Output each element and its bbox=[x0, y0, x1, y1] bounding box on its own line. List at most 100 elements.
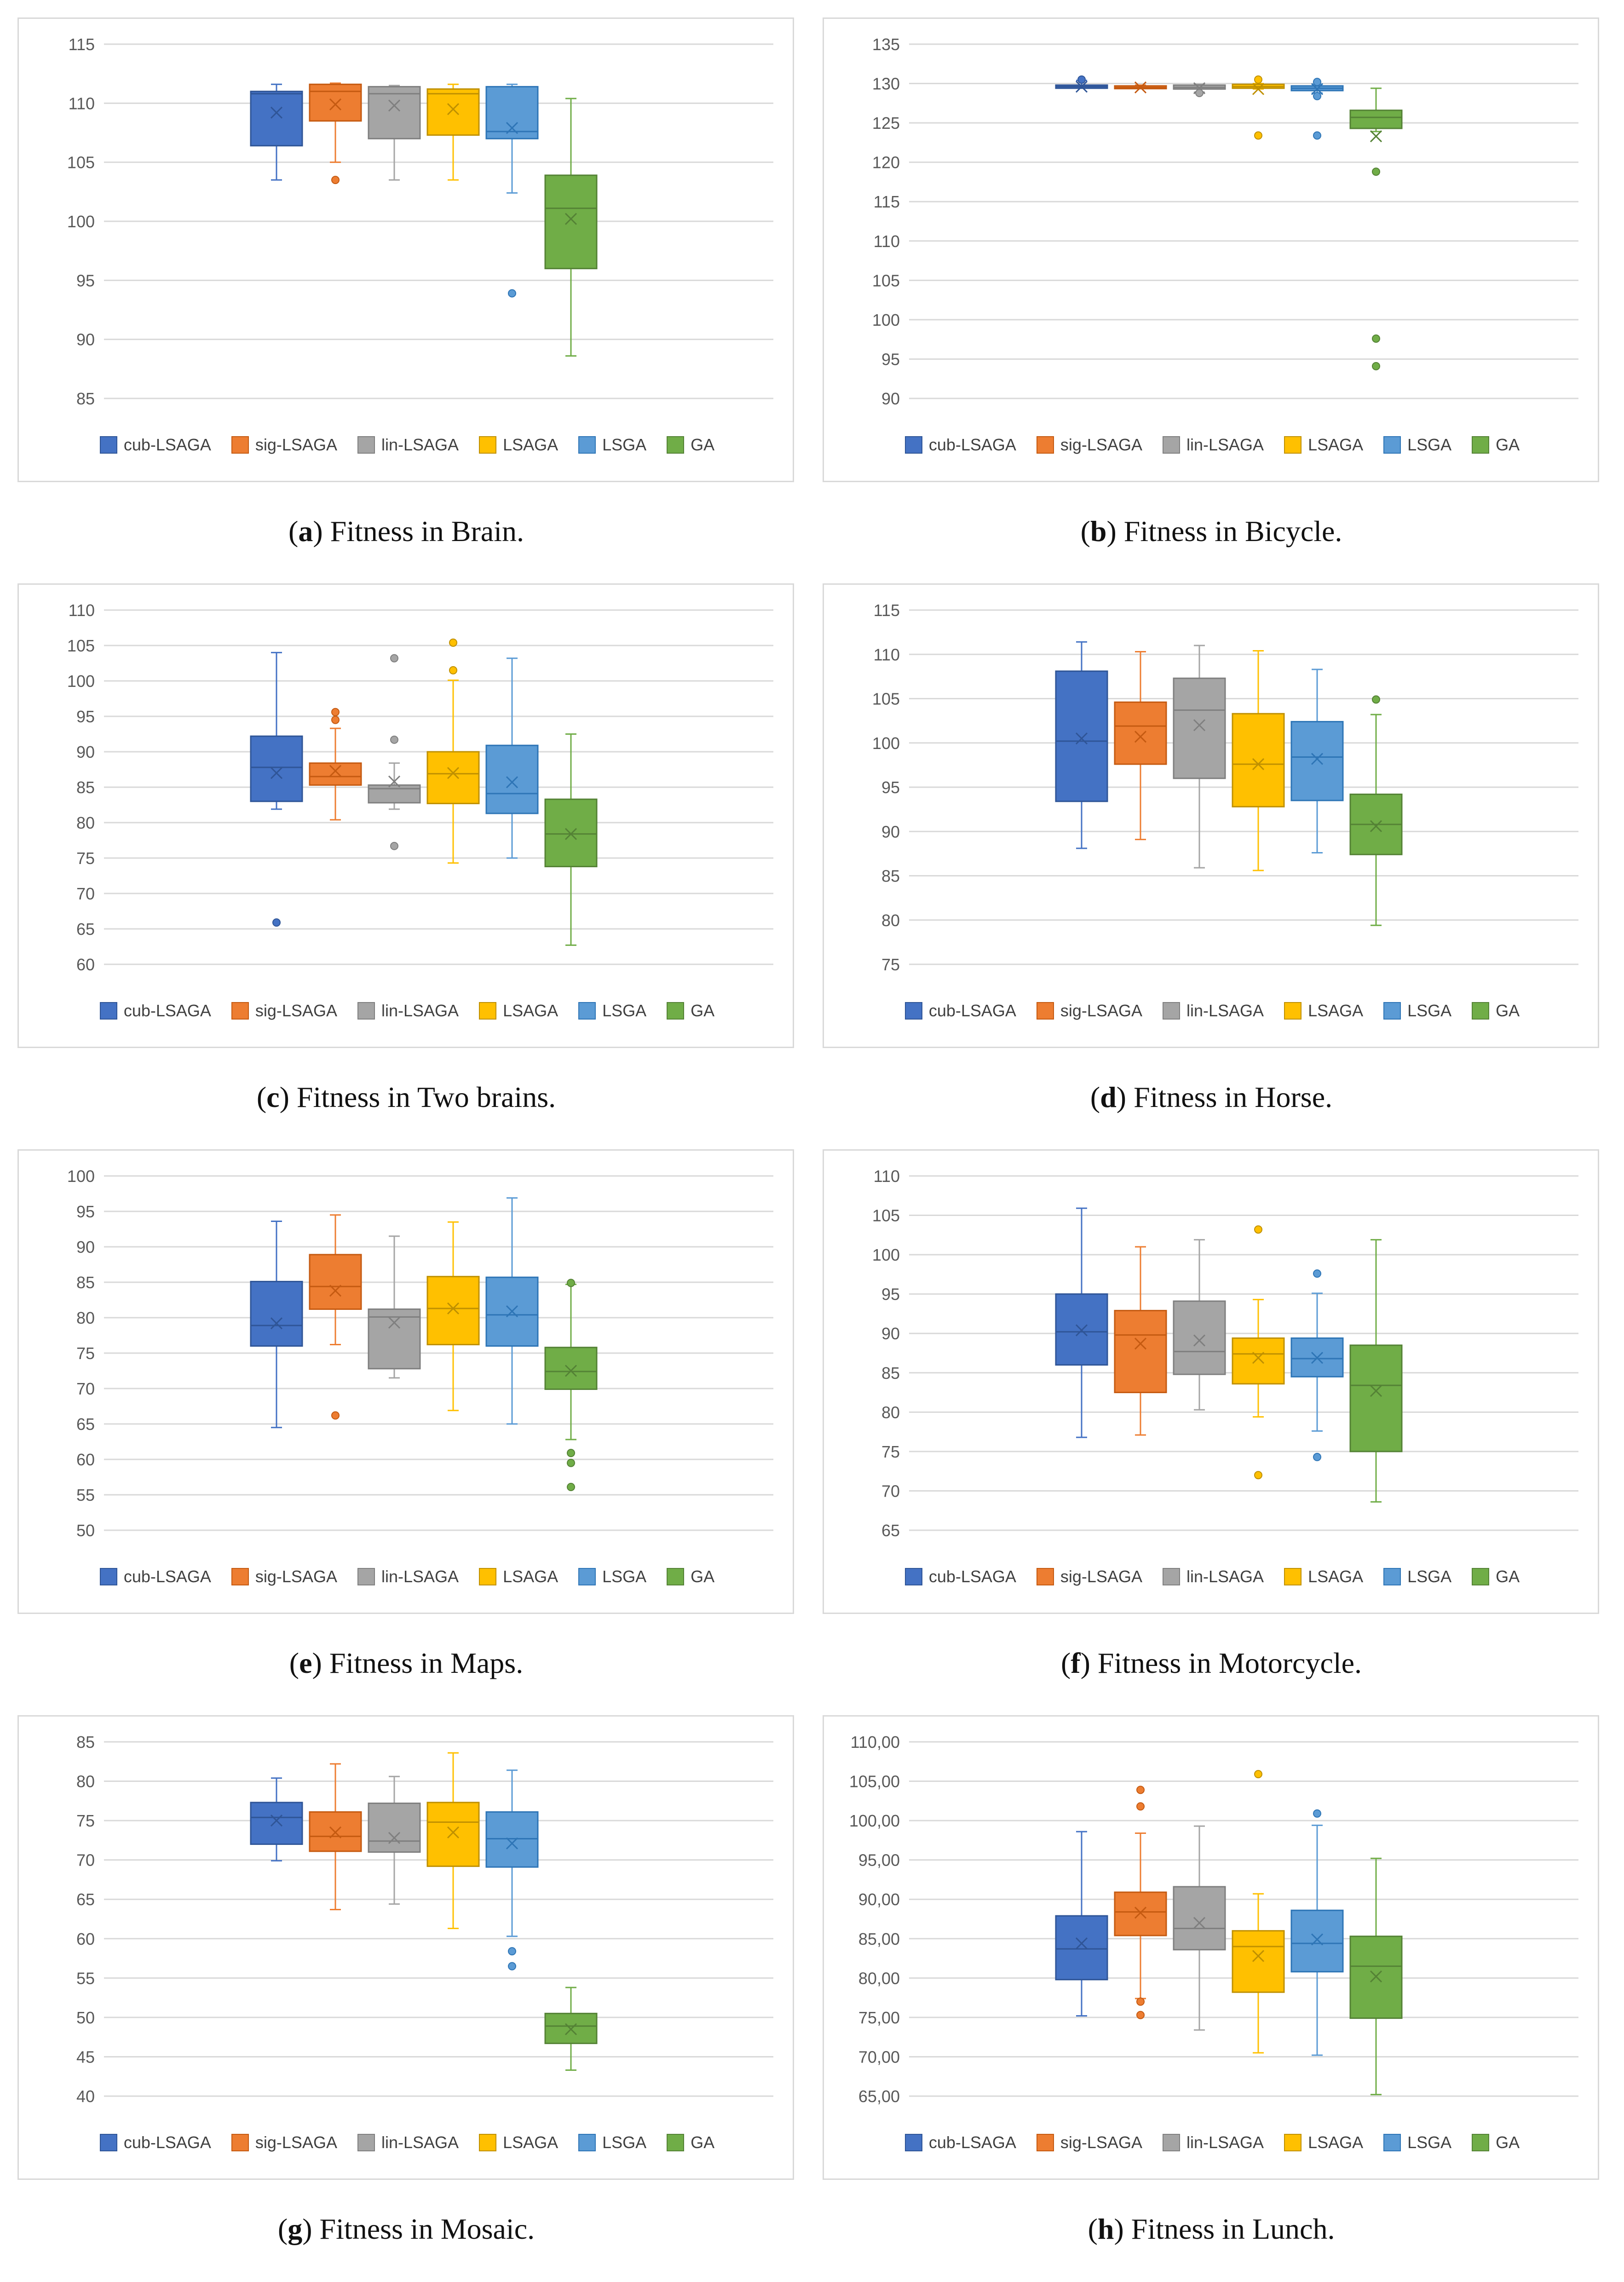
legend-item: lin-LSAGA bbox=[1162, 2133, 1264, 2152]
legend-swatch bbox=[1036, 1002, 1054, 1020]
figure-caption: (c) Fitness in Two brains. bbox=[256, 1081, 556, 1113]
y-tick-label: 95 bbox=[881, 1285, 900, 1304]
outlier-point bbox=[272, 918, 281, 927]
legend-item: LSGA bbox=[1383, 1567, 1451, 1586]
outlier-point bbox=[1313, 1269, 1321, 1278]
legend-label: LSAGA bbox=[1308, 435, 1364, 454]
y-tick-label: 115 bbox=[69, 35, 95, 54]
y-tick-label: 90 bbox=[881, 822, 900, 841]
y-tick-label: 85,00 bbox=[858, 1930, 900, 1948]
legend-swatch bbox=[578, 1002, 596, 1020]
box-lsaga bbox=[426, 1752, 480, 1930]
mean-marker bbox=[447, 767, 460, 779]
box-ga bbox=[1349, 87, 1403, 370]
box-lsga bbox=[485, 83, 539, 298]
box-sig-lsaga bbox=[1114, 651, 1167, 841]
iqr-box bbox=[1290, 721, 1344, 801]
legend-swatch bbox=[578, 1568, 596, 1585]
y-tick-label: 90 bbox=[76, 330, 95, 349]
y-tick-label: 70,00 bbox=[858, 2047, 900, 2066]
box-cub-lsaga bbox=[250, 1221, 303, 1429]
legend-label: lin-LSAGA bbox=[1186, 435, 1264, 454]
y-tick-label: 75 bbox=[881, 1442, 900, 1461]
chart-frame: 115 110 105 100 95 90 85 cub-LSAGA sig-LSAGA lin-… bbox=[17, 17, 794, 482]
y-tick-label: 90 bbox=[881, 389, 900, 408]
mean-marker bbox=[564, 1365, 577, 1377]
box-sig-lsaga bbox=[1114, 1786, 1167, 2019]
legend-swatch bbox=[231, 436, 249, 454]
mean-marker bbox=[1134, 1907, 1147, 1919]
y-tick-label: 45 bbox=[76, 2047, 95, 2066]
y-tick-label: 95 bbox=[881, 778, 900, 797]
legend-item: GA bbox=[667, 1001, 714, 1020]
box-lsaga bbox=[1232, 75, 1285, 140]
legend-item: LSGA bbox=[1383, 435, 1451, 455]
iqr-box bbox=[1173, 1886, 1226, 1951]
box-lsaga bbox=[426, 638, 480, 864]
outlier-point bbox=[449, 638, 457, 647]
y-tick-label: 110 bbox=[874, 1167, 900, 1186]
legend-label: LSGA bbox=[602, 1001, 647, 1020]
y-tick-label: 85 bbox=[881, 867, 900, 886]
box-lsga bbox=[485, 657, 539, 859]
legend-label: LSGA bbox=[1407, 1001, 1452, 1020]
legend-swatch bbox=[1036, 436, 1054, 454]
y-tick-label: 110 bbox=[874, 645, 900, 664]
outlier-point bbox=[1313, 78, 1321, 86]
legend-swatch bbox=[667, 436, 685, 454]
box-ga bbox=[1349, 1239, 1403, 1503]
legend-swatch bbox=[479, 1002, 497, 1020]
y-tick-label: 70 bbox=[76, 1851, 95, 1870]
legend-item: LSAGA bbox=[479, 435, 558, 455]
legend-label: GA bbox=[1496, 435, 1520, 454]
outlier-point bbox=[1254, 1225, 1262, 1234]
mean-marker bbox=[506, 122, 518, 134]
legend-label: sig-LSAGA bbox=[1060, 2133, 1142, 2152]
y-tick-label: 105 bbox=[872, 1206, 900, 1225]
legend-item: cub-LSAGA bbox=[99, 1567, 211, 1586]
mean-marker bbox=[329, 98, 342, 110]
chart-frame: 135 130 125 120 115 110 105 100 95 90 cub-LSAGA sig… bbox=[823, 17, 1599, 482]
legend-label: cub-LSAGA bbox=[123, 1567, 211, 1586]
figure-caption: (f) Fitness in Motorcycle. bbox=[1060, 1647, 1362, 1679]
box-lin-lsaga bbox=[1173, 1239, 1226, 1411]
outlier-point bbox=[1313, 1452, 1321, 1461]
legend-item: LSAGA bbox=[479, 1001, 558, 1020]
mean-marker bbox=[1370, 820, 1382, 832]
box-lin-lsaga bbox=[368, 1775, 421, 1905]
legend-label: lin-LSAGA bbox=[381, 1567, 459, 1586]
legend-label: GA bbox=[1496, 1567, 1520, 1586]
legend-swatch bbox=[1036, 1568, 1054, 1585]
box-lsga bbox=[1290, 1809, 1344, 2056]
caption-panel-label: h bbox=[1097, 2213, 1114, 2245]
legend-label: GA bbox=[691, 435, 715, 454]
legend: cub-LSAGA sig-LSAGA lin-LSAGA LSAGA LSGA GA bbox=[19, 1567, 795, 1586]
caption-text: Fitness in Motorcycle. bbox=[1097, 1647, 1362, 1679]
y-tick-label: 95 bbox=[76, 271, 95, 290]
legend-item: LSAGA bbox=[1284, 1001, 1363, 1020]
iqr-box bbox=[1114, 1310, 1167, 1394]
iqr-box bbox=[368, 784, 421, 804]
iqr-box bbox=[544, 798, 598, 867]
legend-swatch bbox=[357, 436, 375, 454]
legend-swatch bbox=[1383, 2134, 1401, 2151]
iqr-box bbox=[309, 83, 362, 122]
outlier-point bbox=[1254, 1471, 1262, 1480]
legend-swatch bbox=[1383, 1002, 1401, 1020]
iqr-box bbox=[250, 1802, 303, 1845]
legend-item: LSAGA bbox=[479, 2133, 558, 2152]
legend-item: sig-LSAGA bbox=[1036, 1567, 1142, 1586]
y-tick-label: 85 bbox=[76, 1733, 95, 1752]
box-plot: 115 110 105 100 95 90 85 bbox=[67, 35, 773, 408]
y-tick-label: 90 bbox=[76, 1238, 95, 1256]
caption-text: Fitness in Lunch. bbox=[1131, 2213, 1335, 2245]
iqr-box bbox=[1349, 109, 1403, 129]
y-tick-label: 100,00 bbox=[849, 1811, 900, 1830]
mean-marker bbox=[506, 776, 518, 789]
box-sig-lsaga bbox=[309, 708, 362, 821]
box-ga bbox=[544, 733, 598, 946]
box-lsga bbox=[1290, 668, 1344, 853]
box-sig-lsaga bbox=[309, 1214, 362, 1420]
legend-item: cub-LSAGA bbox=[904, 2133, 1016, 2152]
y-tick-label: 75,00 bbox=[858, 2008, 900, 2027]
